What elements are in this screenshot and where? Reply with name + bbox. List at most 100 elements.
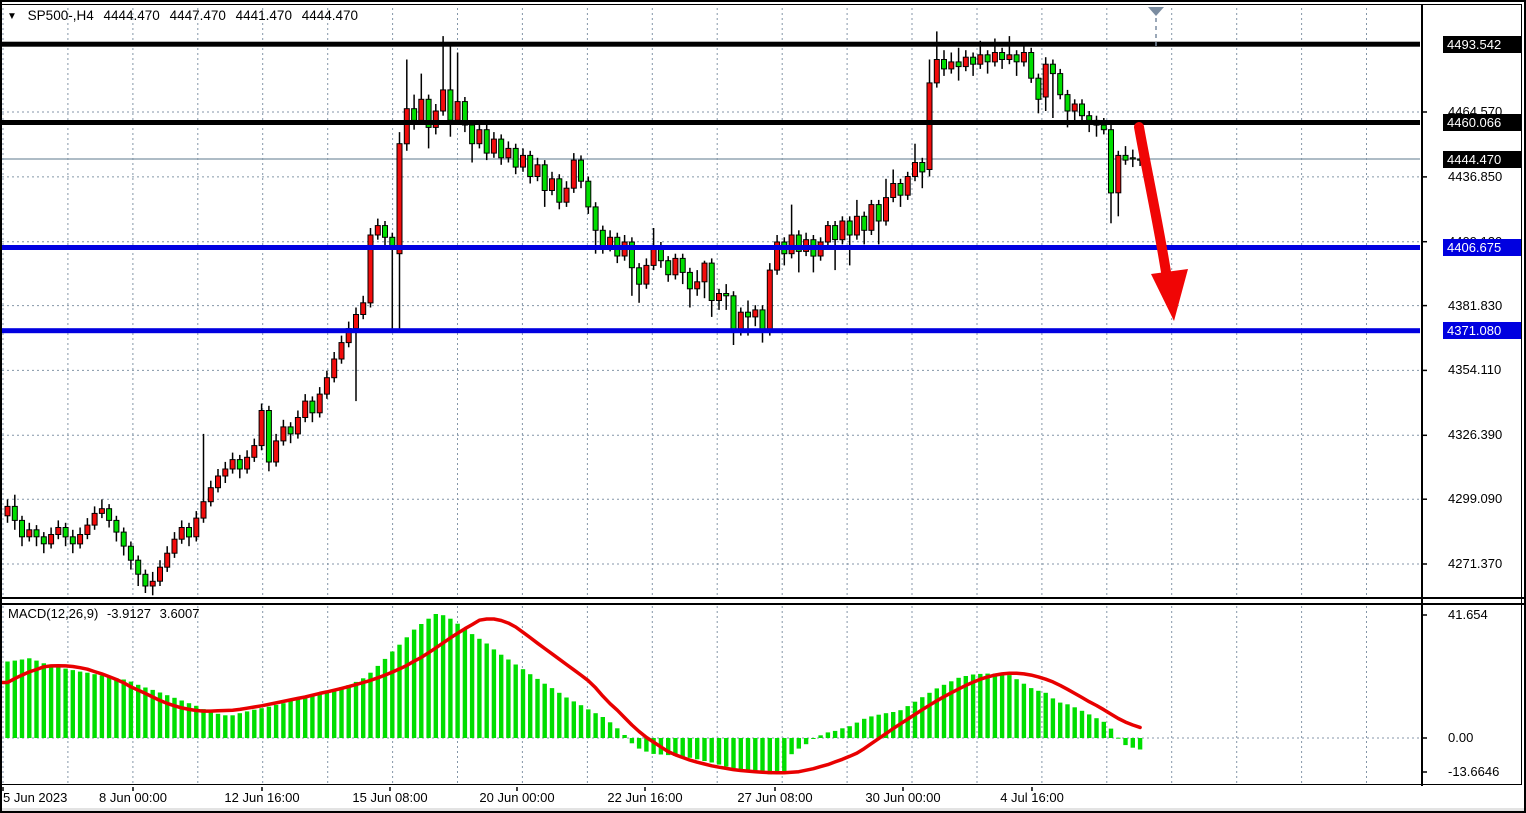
macd-histogram-bar <box>622 735 627 738</box>
macd-histogram-bar <box>557 692 562 738</box>
candle-body <box>868 204 875 231</box>
trend-arrow-head-icon[interactable] <box>1151 269 1188 321</box>
candle-body <box>745 311 751 318</box>
macd-histogram-bar <box>578 705 584 738</box>
candle-body <box>258 410 265 447</box>
low-value: 4441.470 <box>235 8 292 23</box>
candle-body <box>505 147 512 159</box>
candle-body <box>403 108 410 145</box>
candle-body <box>127 545 134 561</box>
macd-histogram-bar <box>266 706 272 738</box>
macd-histogram-bar <box>1021 683 1027 738</box>
candle-body <box>628 241 635 269</box>
candle-body <box>294 417 301 435</box>
candle-body <box>665 260 672 276</box>
macd-histogram-bar <box>818 735 823 738</box>
candle-body <box>1071 103 1078 112</box>
candle-body <box>382 225 388 238</box>
candle-body <box>527 154 534 177</box>
support-line-4406[interactable] <box>2 245 1420 250</box>
candle-body <box>396 143 403 255</box>
candle-body <box>229 459 236 470</box>
macd-histogram-bar <box>150 689 155 738</box>
candle-body <box>578 159 584 182</box>
candle-body <box>200 501 207 519</box>
macd-histogram-bar <box>440 615 446 738</box>
macd-histogram-bar <box>324 691 330 738</box>
time-tick-label: 22 Jun 16:00 <box>607 790 683 805</box>
candle-body <box>1006 54 1013 60</box>
candle-body <box>585 180 592 208</box>
macd-histogram-bar <box>411 629 417 738</box>
candle-body <box>875 204 882 222</box>
pane-separator-bottom[interactable] <box>0 603 1526 605</box>
candle-body <box>883 197 889 222</box>
macd-histogram-bar <box>745 738 751 771</box>
candle-body <box>853 215 860 236</box>
macd-histogram-bar <box>295 698 301 738</box>
macd-histogram-bar <box>70 670 75 738</box>
candle-body <box>716 293 722 301</box>
price-tick-label: 4299.090 <box>1448 491 1503 506</box>
support-line-4371[interactable] <box>2 328 1420 334</box>
macd-histogram-bar <box>1007 675 1012 738</box>
resistance-line-4493[interactable] <box>2 41 1420 47</box>
candle-body <box>636 267 643 285</box>
candle-body <box>222 468 229 477</box>
macd-histogram-bar <box>27 658 32 738</box>
candle-body <box>970 56 977 65</box>
macd-histogram-bar <box>528 674 533 738</box>
candle-body <box>599 229 606 248</box>
candle-body <box>280 426 287 442</box>
candle-body <box>432 110 439 128</box>
macd-histogram-bar <box>782 738 787 772</box>
macd-histogram-bar <box>92 674 97 738</box>
candle-body <box>1049 63 1056 75</box>
candle-body <box>897 183 904 196</box>
candle-body <box>469 124 476 145</box>
macd-histogram-bar <box>905 706 910 738</box>
candle-body <box>512 147 519 168</box>
macd-histogram-bar <box>121 679 126 738</box>
macd-signal-line <box>0 617 1142 775</box>
candle-body <box>77 534 84 545</box>
macd-histogram-bar <box>549 688 555 738</box>
candle-body <box>556 178 563 203</box>
macd-histogram-bar <box>535 678 540 738</box>
macd-histogram-bar <box>1116 737 1121 739</box>
macd-histogram-bar <box>1123 738 1128 746</box>
candle-body <box>1079 103 1085 117</box>
candle-body <box>759 309 766 332</box>
candle-body <box>723 293 730 297</box>
candle-body <box>411 108 418 121</box>
candle-body <box>919 162 926 173</box>
candle-body <box>483 129 490 154</box>
candle-body <box>273 440 280 463</box>
pane-separator-top[interactable] <box>0 597 1526 599</box>
macd-histogram-bar <box>1072 707 1077 738</box>
resistance-line-4460[interactable] <box>2 120 1420 125</box>
candle-body <box>549 178 555 192</box>
chart-shift-marker-icon[interactable] <box>1148 7 1164 16</box>
macd-histogram-bar <box>695 738 700 760</box>
macd-histogram-bar <box>934 688 939 738</box>
macd-histogram-bar <box>41 663 46 738</box>
macd-histogram-bar <box>985 673 990 738</box>
macd-histogram-bar <box>303 696 308 738</box>
macd-histogram-bar <box>731 738 736 769</box>
candle-body <box>338 342 345 360</box>
macd-histogram-bar <box>426 618 431 738</box>
candle-body <box>244 456 251 470</box>
macd-histogram-bar <box>869 716 874 738</box>
macd-histogram-bar <box>12 660 17 738</box>
time-tick-label: 27 Jun 08:00 <box>737 790 813 805</box>
macd-histogram-bar <box>600 717 605 738</box>
candle-body <box>4 505 11 517</box>
trend-arrow-shaft[interactable] <box>1134 122 1171 277</box>
symbol-dropdown-icon[interactable]: ▼ <box>7 11 17 22</box>
macd-histogram-bar <box>353 681 359 738</box>
candle-body <box>570 159 577 189</box>
macd-histogram-bar <box>513 664 518 738</box>
